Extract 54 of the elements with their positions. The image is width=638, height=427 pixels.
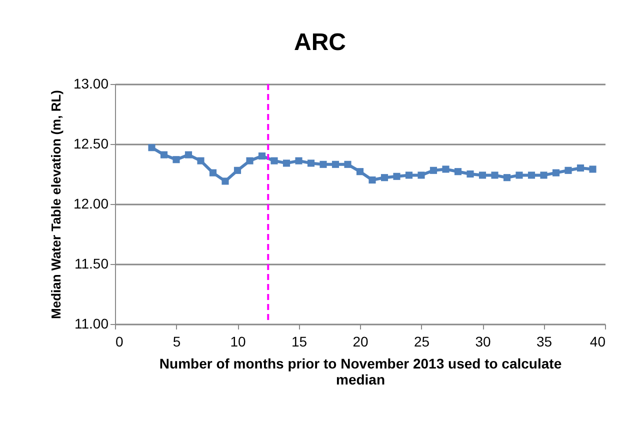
point <box>172 156 180 164</box>
point <box>234 166 242 174</box>
point <box>589 166 596 173</box>
x-tick-label: 30 <box>475 334 491 350</box>
point <box>184 151 192 158</box>
x-tick-label: 35 <box>536 334 552 350</box>
point <box>258 152 266 160</box>
y-tick-label: 11.00 <box>74 316 109 332</box>
point <box>148 144 156 152</box>
x-tick-label: 0 <box>116 334 124 350</box>
point <box>576 164 584 172</box>
point <box>552 169 560 176</box>
point <box>356 168 364 176</box>
y-tick-label: 13.00 <box>73 76 109 92</box>
point <box>222 178 229 185</box>
point <box>466 170 474 178</box>
point <box>270 157 278 164</box>
chart-title: ARC <box>294 29 346 56</box>
point <box>503 174 511 182</box>
x-tick-label: 40 <box>590 334 606 350</box>
point <box>160 151 168 158</box>
point <box>540 172 548 179</box>
point <box>282 160 290 167</box>
point <box>442 166 450 173</box>
point <box>405 172 413 179</box>
point <box>528 172 536 179</box>
point <box>380 174 388 182</box>
y-tick-label: 12.00 <box>73 196 109 212</box>
y-axis-title: Median Water Table elevation (m, RL) <box>48 90 64 319</box>
x-tick-label: 15 <box>291 334 308 350</box>
point <box>368 176 376 184</box>
point <box>491 172 498 179</box>
point <box>430 166 438 174</box>
point <box>295 157 302 164</box>
point <box>246 157 254 164</box>
point <box>393 172 400 180</box>
point <box>320 160 327 168</box>
y-tick-label: 12.50 <box>73 136 109 152</box>
point <box>516 172 523 179</box>
point <box>454 168 462 176</box>
point <box>344 160 352 168</box>
x-axis-title: Number of months prior to November 2013 used to calculate median <box>159 356 562 388</box>
x-tick-label: 20 <box>352 334 368 350</box>
x-tick-label: 10 <box>230 334 246 350</box>
point <box>197 157 204 164</box>
point <box>307 160 315 167</box>
y-tick-label: 11.50 <box>74 256 109 272</box>
point <box>418 172 425 179</box>
x-tick-label: 5 <box>172 334 181 350</box>
point <box>564 166 572 174</box>
point <box>478 172 486 179</box>
point <box>332 160 340 168</box>
point <box>209 169 217 176</box>
x-tick-label: 25 <box>414 334 430 350</box>
